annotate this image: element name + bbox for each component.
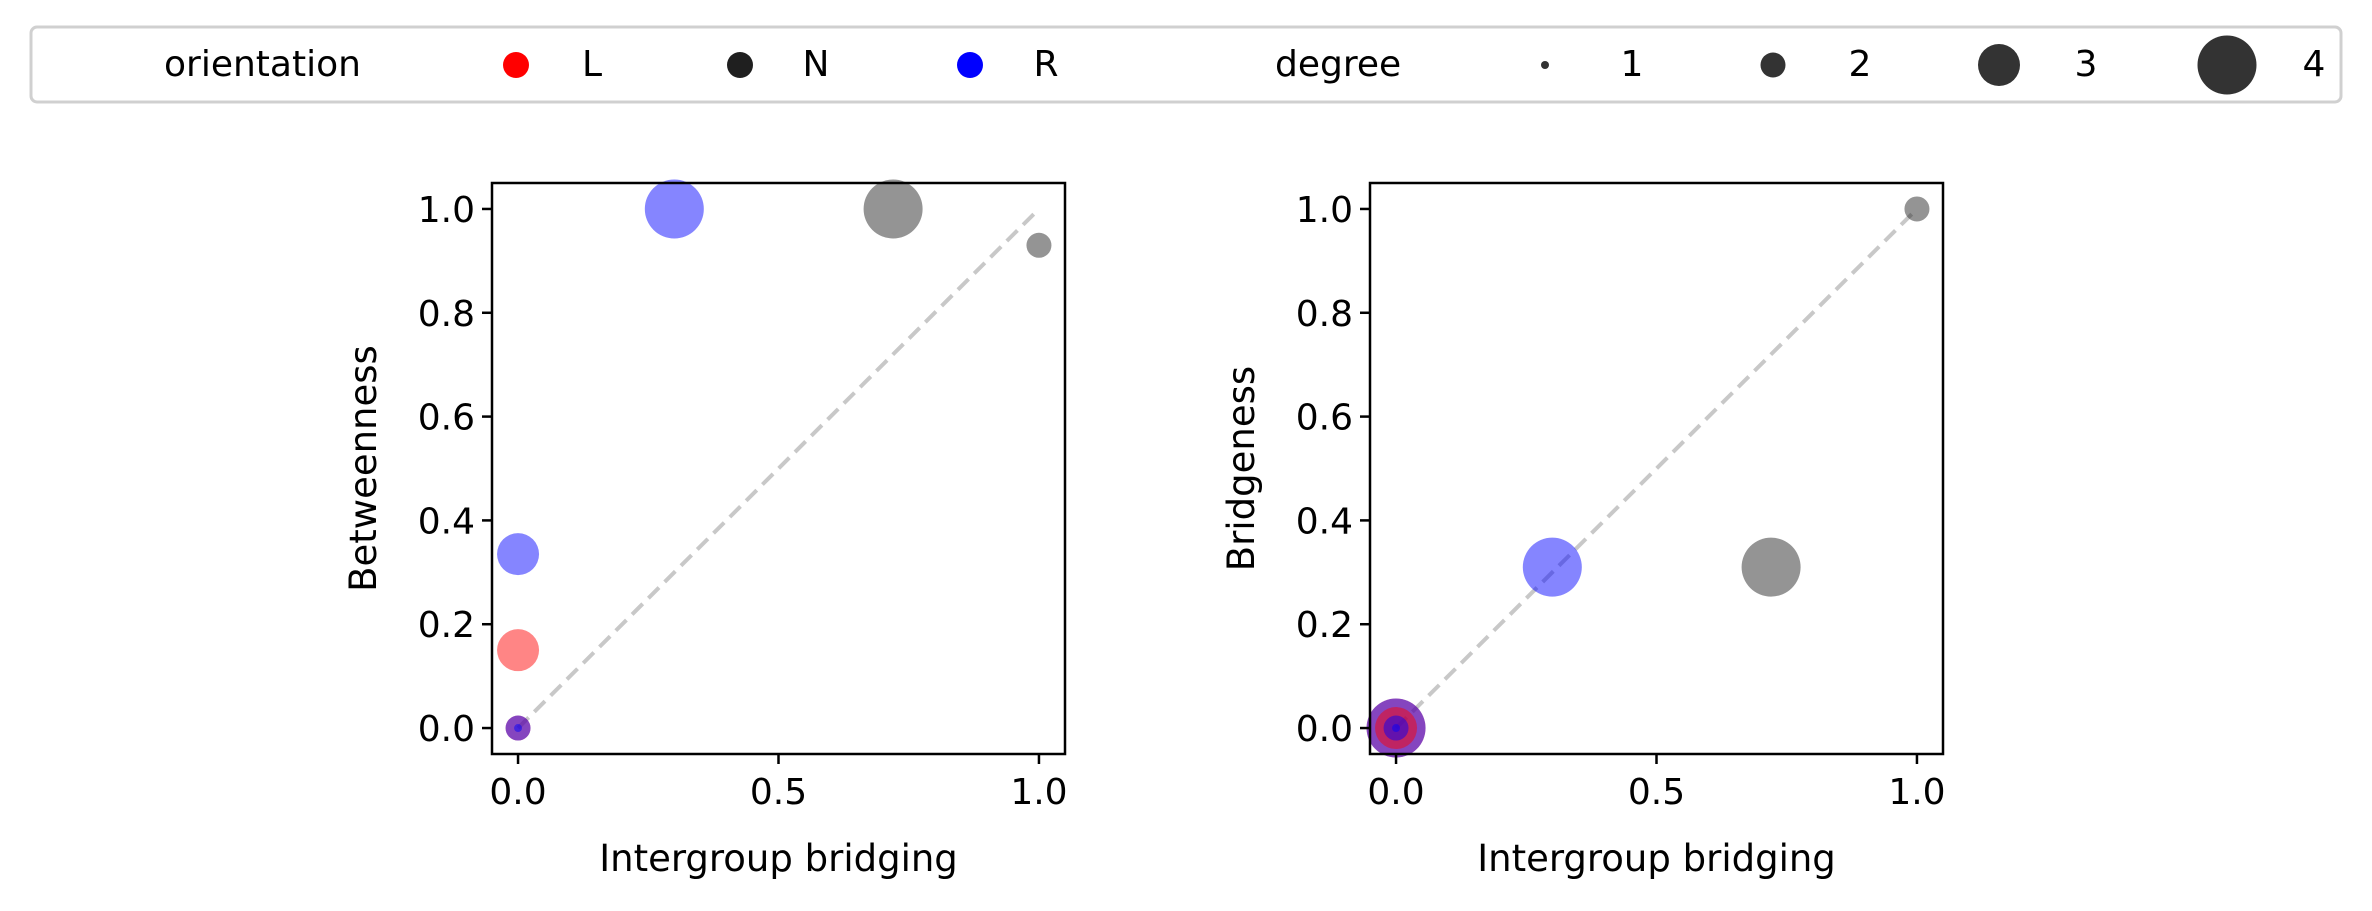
data-point (1904, 196, 1930, 222)
legend-degree-label: 3 (2075, 44, 2098, 85)
data-point (514, 724, 523, 733)
y-tick-label: 0.0 (1296, 709, 1353, 750)
legend-degree-marker (1978, 44, 2020, 86)
y-tick-label: 0.4 (418, 501, 475, 542)
data-point (1366, 698, 1426, 758)
legend-degree-label: 2 (1849, 44, 1872, 85)
legend: orientation L N R degree 1 2 3 4 (29, 25, 2343, 104)
x-tick-label: 0.0 (489, 772, 546, 813)
data-point (1522, 537, 1582, 597)
legend-degree-items: 1 2 3 4 (1541, 35, 2326, 95)
data-point (863, 179, 923, 239)
y-tick-label: 1.0 (418, 190, 475, 231)
data-point (1366, 698, 1426, 758)
legend-degree-marker (1760, 52, 1786, 78)
legend-degree-label: 4 (2303, 44, 2326, 85)
legend-degree-label: 1 (1621, 44, 1644, 85)
reference-line (1394, 207, 1919, 730)
data-point (505, 715, 531, 741)
data-point (1375, 707, 1418, 750)
data-point (497, 533, 540, 576)
x-axis-label: Intergroup bridging (1477, 837, 1836, 880)
data-point (644, 179, 704, 239)
y-tick-label: 1.0 (1296, 190, 1353, 231)
y-tick-label: 0.8 (418, 294, 475, 335)
y-tick-label: 0.4 (1296, 501, 1353, 542)
y-tick-label: 0.0 (418, 709, 475, 750)
y-tick-label: 0.8 (1296, 294, 1353, 335)
legend-orientation-label: L (582, 44, 602, 85)
data-point (1383, 715, 1409, 741)
x-tick-label: 1.0 (1010, 772, 1067, 813)
data-point (1392, 724, 1401, 733)
y-tick-label: 0.2 (1296, 605, 1353, 646)
legend-degree-marker (1541, 61, 1549, 69)
data-point (1026, 232, 1052, 258)
x-tick-label: 0.0 (1367, 772, 1424, 813)
legend-degree-marker (2197, 35, 2257, 95)
x-axis-label: Intergroup bridging (599, 837, 958, 880)
legend-orientation-marker (727, 52, 753, 78)
x-tick-label: 1.0 (1888, 772, 1945, 813)
x-tick-label: 0.5 (1628, 772, 1685, 813)
legend-orientation-label: N (803, 44, 830, 85)
legend-orientation-label: R (1033, 44, 1058, 85)
reference-line (516, 207, 1041, 730)
y-tick-label: 0.6 (1296, 398, 1353, 439)
y-tick-label: 0.6 (418, 398, 475, 439)
data-point (505, 715, 531, 741)
legend-degree-title: degree (1275, 44, 1401, 85)
legend-orientation-marker (503, 52, 529, 78)
legend-orientation-title: orientation (164, 44, 361, 85)
legend-frame (29, 25, 2343, 104)
y-axis-label: Bridgeness (1220, 366, 1263, 571)
legend-orientation-marker (957, 52, 983, 78)
y-tick-label: 0.2 (418, 605, 475, 646)
data-point (1741, 537, 1801, 597)
panel-bridgeness: 0.0 0.5 1.0 0.0 0.2 0.4 0.6 0.8 1.0 Intergroup br… (1220, 181, 1946, 880)
panel-betweenness: 0.0 0.5 1.0 0.0 0.2 0.4 0.6 0.8 1.0 Intergroup br… (342, 179, 1068, 880)
x-tick-label: 0.5 (750, 772, 807, 813)
data-point (497, 629, 540, 672)
y-axis-label: Betweenness (342, 345, 385, 592)
